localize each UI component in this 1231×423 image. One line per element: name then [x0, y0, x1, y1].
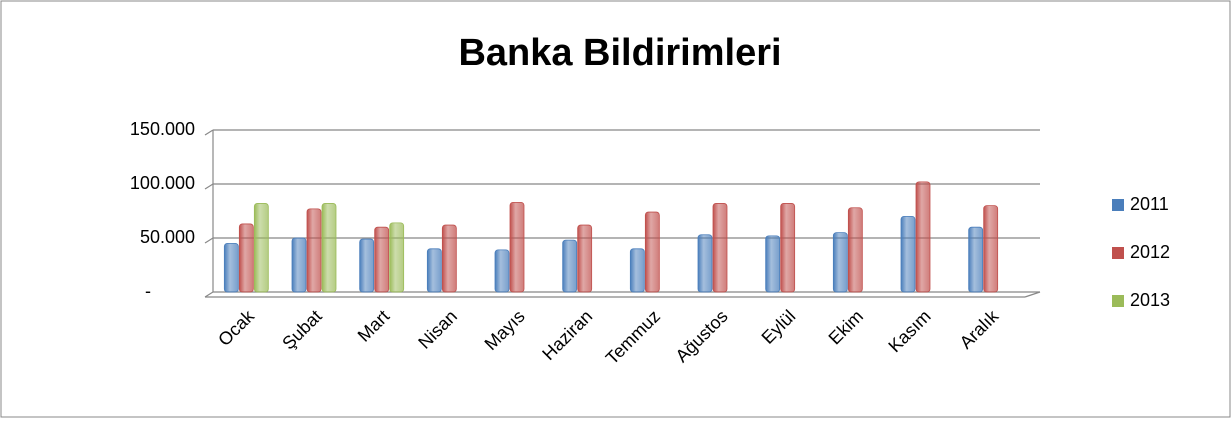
legend-swatch	[1112, 247, 1124, 259]
y-tick-label: 100.000	[130, 173, 195, 193]
grid-depth	[204, 183, 214, 190]
legend-swatch	[1112, 199, 1124, 211]
bar	[712, 203, 728, 293]
legend-label: 2011	[1130, 194, 1169, 214]
bar	[253, 203, 269, 293]
bar	[238, 223, 254, 293]
bar	[915, 181, 931, 293]
bar	[223, 242, 239, 293]
bar	[765, 235, 781, 293]
bar	[832, 232, 848, 293]
bar	[847, 207, 863, 293]
bar	[389, 222, 405, 293]
bar	[968, 226, 984, 293]
bar	[374, 226, 390, 293]
chart-title: Banka Bildirimleri	[458, 32, 781, 74]
bar	[441, 224, 457, 293]
bar	[509, 201, 525, 293]
bar	[426, 248, 442, 293]
y-tick-label: -	[145, 281, 151, 301]
bar	[306, 208, 322, 293]
legend-label: 2013	[1130, 290, 1170, 310]
floor-right	[1024, 291, 1041, 298]
bar	[291, 237, 307, 293]
bar	[629, 248, 645, 293]
legend-swatch	[1112, 295, 1124, 307]
bar	[562, 239, 578, 293]
grid-depth	[204, 129, 214, 136]
bar	[359, 238, 375, 293]
bar	[900, 215, 916, 293]
legend-label: 2012	[1130, 242, 1170, 262]
bar	[697, 234, 713, 293]
bar	[780, 203, 796, 293]
bar	[494, 249, 510, 293]
grid-depth	[204, 237, 214, 244]
y-tick-label: 150.000	[130, 119, 195, 139]
grid-depth	[204, 291, 214, 298]
bar	[321, 203, 337, 293]
y-tick-label: 50.000	[140, 227, 195, 247]
bar	[983, 205, 999, 293]
bar	[577, 224, 593, 293]
bar	[644, 211, 660, 293]
